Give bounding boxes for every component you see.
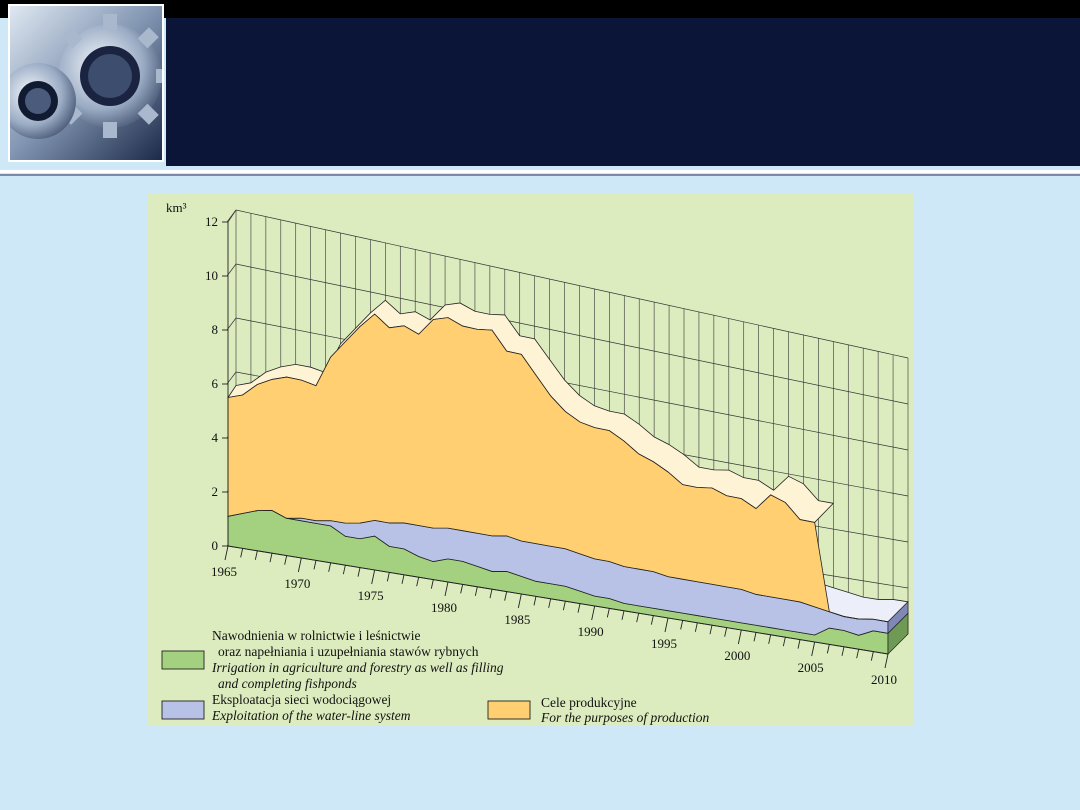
- x-tick: [870, 651, 874, 661]
- x-tick: [444, 581, 449, 597]
- area-chart: 0 2 4 6 8 10 12 km³ 1965 1970 1975 1980 1985 1990 1995…: [161, 200, 909, 725]
- title-bar: [166, 18, 1080, 166]
- x-tick: [591, 605, 596, 621]
- grid-line-horizontal: [235, 209, 909, 359]
- side-wall-edge: [227, 209, 237, 223]
- side-wall-line: [226, 263, 237, 277]
- x-tick: [709, 625, 713, 635]
- x-tick: [680, 620, 684, 630]
- x-tick: [548, 598, 552, 608]
- legend-label-waterline-pl: Eksploatacja sieci wodociągowej: [212, 692, 391, 707]
- x-tick: [460, 584, 464, 594]
- x-tick-label: 2010: [871, 672, 897, 687]
- side-wall-line: [226, 317, 237, 331]
- header-top-strip: [0, 0, 1080, 18]
- x-tick: [856, 649, 860, 659]
- x-tick: [664, 617, 669, 633]
- x-tick-label: 1995: [651, 636, 677, 651]
- x-tick: [577, 603, 581, 613]
- x-tick: [489, 589, 493, 599]
- header-separator-shadow: [0, 174, 1080, 176]
- legend-label-irrigation-pl: Nawodnienia w rolnictwie i leśnictwie: [212, 628, 420, 643]
- x-tick: [621, 610, 625, 620]
- y-tick-label: 10: [205, 268, 218, 283]
- x-tick: [386, 572, 390, 582]
- x-tick: [504, 591, 508, 601]
- x-tick: [768, 634, 772, 644]
- x-tick: [357, 567, 361, 577]
- x-tick: [737, 629, 742, 645]
- x-tick: [254, 550, 258, 560]
- x-tick-label: 2000: [724, 648, 750, 663]
- x-tick-label: 1980: [431, 600, 457, 615]
- chart-panel: 0 2 4 6 8 10 12 km³ 1965 1970 1975 1980 1985 1990 1995…: [148, 193, 914, 726]
- x-tick-label: 1975: [358, 588, 384, 603]
- legend-swatch-production: [487, 700, 531, 720]
- y-tick-label: 2: [212, 484, 219, 499]
- x-tick: [224, 545, 229, 561]
- y-tick-label: 6: [212, 376, 219, 391]
- x-tick-label: 1965: [211, 564, 237, 579]
- legend-label-production-pl: Cele produkcyjne: [541, 695, 637, 710]
- area-side-face: [887, 600, 909, 635]
- y-tick-label: 0: [212, 538, 219, 553]
- chart-legend: Nawodnienia w rolnictwie i leśnictwieora…: [161, 628, 709, 725]
- x-tick: [562, 601, 566, 611]
- x-tick: [753, 632, 757, 642]
- x-tick: [416, 577, 420, 587]
- x-tick: [650, 615, 654, 625]
- x-tick: [269, 553, 273, 563]
- chart-axes: 0 2 4 6 8 10 12 km³ 1965 1970 1975 1980 1985 1990 1995…: [166, 200, 897, 687]
- legend-label-waterline-en: Exploitation of the water-line system: [211, 708, 411, 723]
- slide-header: [0, 0, 1080, 168]
- x-tick-label: 1990: [578, 624, 604, 639]
- x-tick: [636, 613, 640, 623]
- x-axis: [227, 545, 889, 655]
- x-tick-label: 1985: [504, 612, 530, 627]
- x-tick: [533, 596, 537, 606]
- y-tick-label: 12: [205, 214, 218, 229]
- legend-swatch-irrigation: [161, 650, 205, 670]
- x-tick: [782, 637, 786, 647]
- legend-label-irrigation-en: Irrigation in agriculture and forestry a…: [211, 660, 504, 675]
- area-series-3: [227, 313, 889, 623]
- x-tick: [724, 627, 728, 637]
- x-tick: [284, 555, 288, 565]
- y-tick-label: 4: [212, 430, 219, 445]
- x-tick: [297, 557, 302, 573]
- x-tick-label: 2005: [798, 660, 824, 675]
- x-tick: [401, 574, 405, 584]
- legend-label-irrigation-en: and completing fishponds: [218, 676, 357, 691]
- x-tick: [430, 579, 434, 589]
- x-tick-label: 1970: [284, 576, 310, 591]
- x-tick: [606, 608, 610, 618]
- x-tick: [342, 565, 346, 575]
- chart-areas: [227, 299, 909, 655]
- grid-line-horizontal: [235, 263, 909, 405]
- y-tick-label: 8: [212, 322, 219, 337]
- x-tick: [240, 548, 244, 558]
- x-tick: [884, 653, 889, 669]
- x-tick: [797, 639, 801, 649]
- x-tick: [328, 562, 332, 572]
- x-tick: [371, 569, 376, 585]
- x-tick: [826, 644, 830, 654]
- x-tick: [811, 641, 816, 657]
- legend-swatch-waterline: [161, 700, 205, 720]
- x-tick: [474, 586, 478, 596]
- x-tick: [517, 593, 522, 609]
- header-separator: [0, 170, 1080, 173]
- x-tick: [694, 622, 698, 632]
- gear-image: [8, 4, 164, 162]
- legend-label-irrigation-pl: oraz napełniania i uzupełniania stawów r…: [218, 644, 479, 659]
- x-tick: [313, 560, 317, 570]
- y-axis-label: km³: [166, 200, 187, 215]
- side-wall-line: [226, 371, 237, 385]
- legend-label-production-en: For the purposes of production: [540, 710, 709, 725]
- x-tick: [841, 646, 845, 656]
